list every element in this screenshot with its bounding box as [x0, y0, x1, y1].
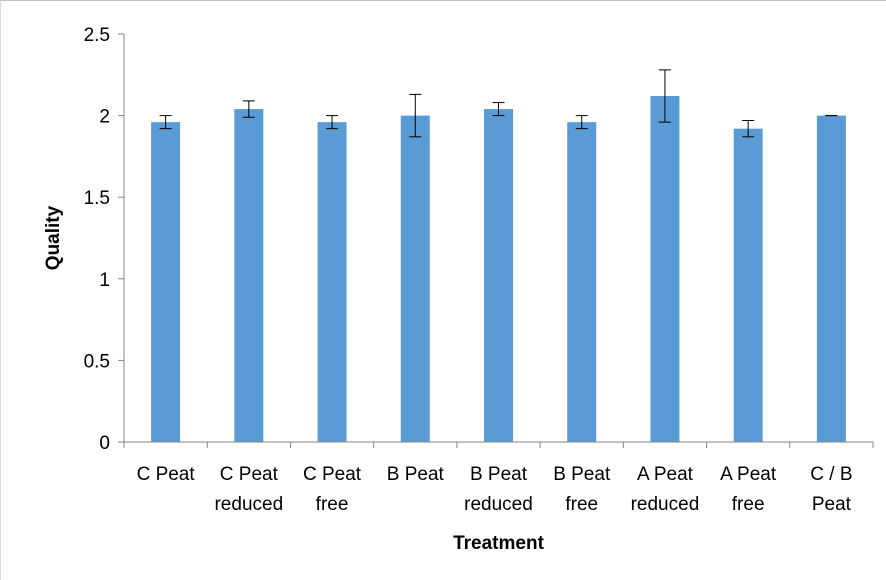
bar: [400, 115, 430, 442]
bar: [816, 115, 846, 442]
x-tick-label: B Peat free: [553, 464, 611, 515]
x-tick-label-line: free: [565, 494, 598, 515]
x-axis-title: Treatment: [453, 533, 544, 554]
x-tick-label-line: reduced: [631, 494, 700, 515]
y-tick-label: 2: [99, 107, 110, 128]
x-tick-label-line: B Peat: [387, 464, 445, 485]
x-tick-label: B Peat reduced: [464, 464, 533, 515]
bar: [234, 109, 264, 443]
bars: [151, 96, 846, 443]
bar: [317, 122, 347, 443]
x-tick-label: B Peat: [387, 464, 445, 485]
y-tick-label: 0.5: [84, 351, 110, 372]
x-tick-label: C / B Peat: [810, 464, 852, 515]
y-axis-title: Quality: [43, 205, 64, 270]
x-tick-label-line: free: [732, 494, 765, 515]
error-bar: [742, 119, 755, 138]
x-tick-label-line: reduced: [214, 494, 283, 515]
bar: [151, 122, 181, 443]
error-bar: [492, 102, 505, 117]
error-bars: [159, 69, 838, 138]
x-tick-label-line: C / B: [810, 464, 852, 485]
x-tick-label-line: A Peat: [720, 464, 777, 485]
x-tick-label: A Peat reduced: [631, 464, 700, 515]
y-tick-label: 2.5: [84, 25, 110, 46]
x-tick-label: C Peat: [137, 464, 196, 485]
x-tick-label-line: B Peat: [470, 464, 528, 485]
axes: [123, 34, 873, 443]
bar: [650, 96, 680, 443]
error-bar: [575, 115, 588, 130]
x-tick-label-line: free: [316, 494, 349, 515]
error-bar: [159, 115, 172, 130]
error-bar: [326, 115, 339, 130]
x-tick-label-line: reduced: [464, 494, 533, 515]
x-tick-label-line: C Peat: [303, 464, 362, 485]
error-bar: [409, 93, 422, 138]
y-tick-label: 1.5: [84, 188, 110, 209]
x-tick-label: C Peat reduced: [214, 464, 283, 515]
x-tick-label-line: A Peat: [637, 464, 694, 485]
x-tick-label-line: C Peat: [220, 464, 279, 485]
x-tick-label-line: B Peat: [553, 464, 611, 485]
x-tick-label: A Peat free: [720, 464, 777, 515]
x-tick-label-line: C Peat: [137, 464, 196, 485]
error-bar: [658, 69, 671, 123]
y-tick-label: 0: [99, 433, 110, 454]
x-tick-label-line: Peat: [812, 494, 852, 515]
x-tick-label: C Peat free: [303, 464, 362, 515]
error-bar: [242, 100, 255, 118]
bar: [733, 128, 763, 442]
y-tick-label: 1: [99, 270, 110, 291]
bar: [484, 109, 513, 443]
bar: [567, 122, 597, 443]
y-axis-ticks: 0 0.5 1 1.5 2 2.5: [84, 25, 124, 454]
